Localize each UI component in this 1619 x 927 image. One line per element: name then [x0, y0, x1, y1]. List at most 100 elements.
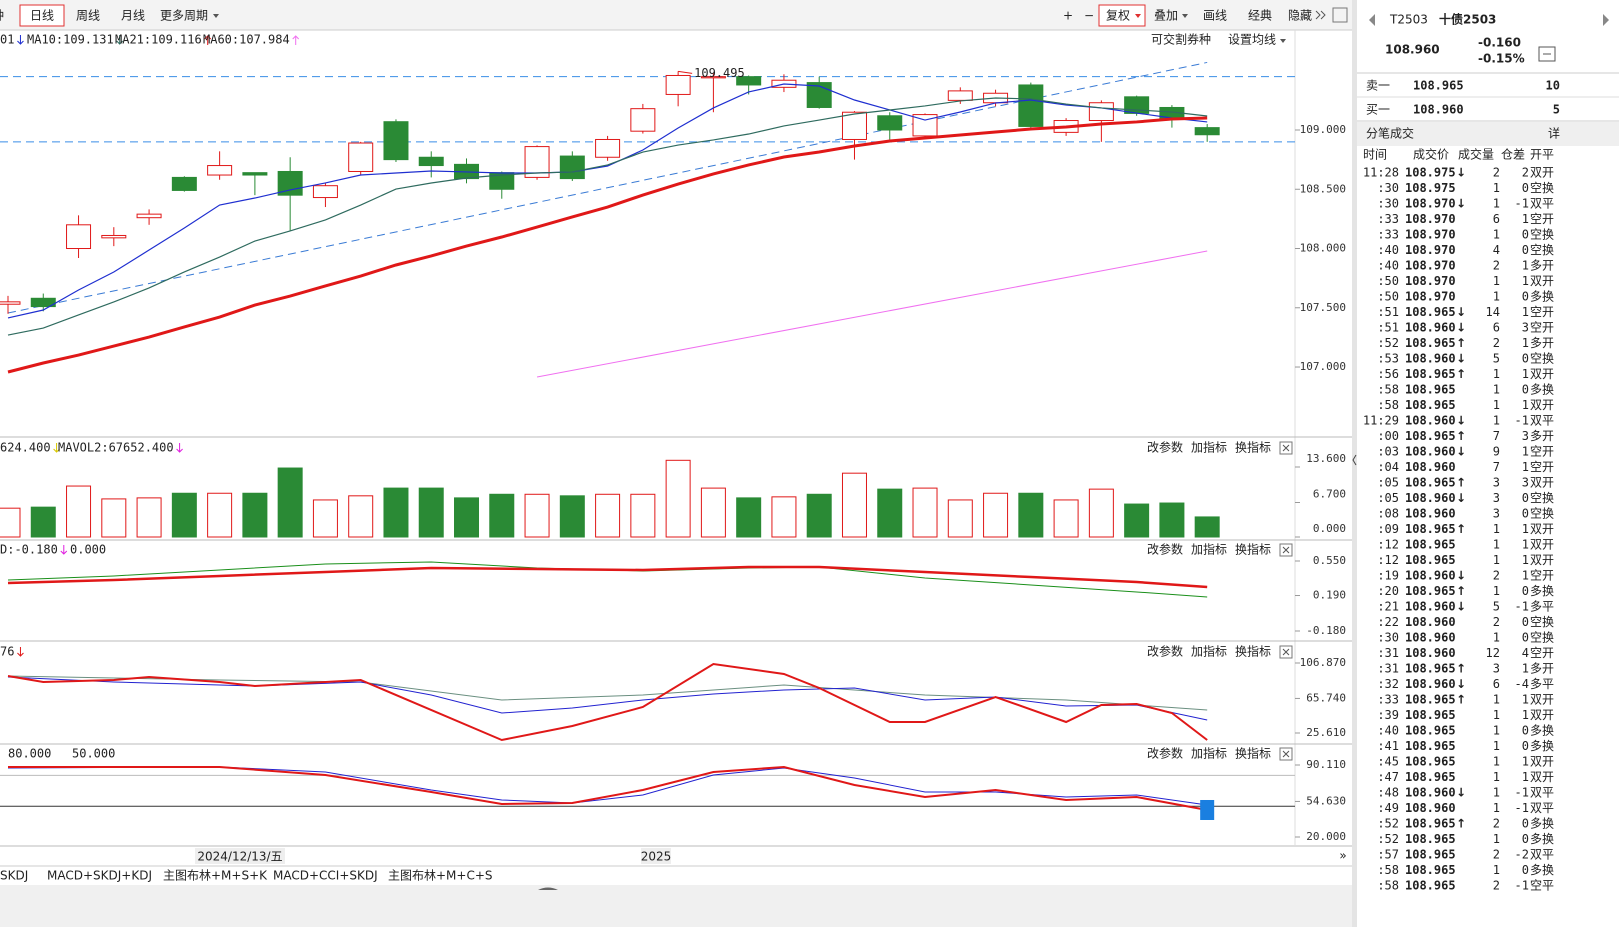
volume-bar [983, 492, 1009, 538]
trade-time: :22 [1377, 615, 1399, 629]
arrow-icon [17, 35, 24, 45]
trade-price: 108.965 [1405, 863, 1456, 877]
trade-volume: 5 [1493, 600, 1500, 614]
divider-handle[interactable] [1352, 454, 1357, 466]
candle-body [595, 138, 621, 158]
candle-body [559, 155, 585, 180]
zoom-in[interactable]: + [1063, 9, 1073, 23]
volume-bar [595, 493, 621, 538]
trade-arrow: ↑ [1456, 429, 1466, 443]
trade-volume: 1 [1493, 786, 1500, 800]
candle-body [383, 121, 409, 161]
trade-oi-diff: 1 [1522, 770, 1529, 784]
panel-control[interactable]: 改参数 [1147, 542, 1183, 557]
trade-price: 108.970 [1405, 243, 1456, 257]
x-axis-label: 2025 [641, 850, 672, 864]
panel-control[interactable]: 改参数 [1147, 440, 1183, 455]
trade-time: :30 [1377, 181, 1399, 195]
book-price: 108.960 [1413, 103, 1464, 117]
period-tab[interactable]: 日线 [30, 9, 54, 23]
period-tab[interactable]: 月线 [121, 9, 145, 23]
trade-time: :32 [1377, 677, 1399, 691]
volume-bar [806, 493, 832, 538]
trade-volume: 1 [1493, 801, 1500, 815]
trade-time: :30 [1377, 631, 1399, 645]
trade-oi-diff: 1 [1522, 538, 1529, 552]
trade-type: 多换 [1530, 817, 1554, 831]
volume-bar [1159, 502, 1185, 538]
arrow-icon [116, 35, 124, 45]
panel-control[interactable]: 换指标 [1235, 746, 1271, 761]
trade-price: 108.960 [1405, 631, 1456, 645]
trade-type: 空换 [1530, 243, 1554, 257]
panel-control[interactable]: 换指标 [1235, 542, 1271, 557]
trade-oi-diff: 0 [1522, 181, 1529, 195]
period-tab[interactable]: 周线 [76, 9, 100, 23]
trade-price: 108.965 [1405, 584, 1456, 598]
next-icon[interactable] [1603, 14, 1609, 26]
trade-arrow: ↓ [1456, 600, 1466, 614]
chart-link[interactable]: 可交割券种 [1151, 32, 1211, 47]
trade-price: 108.965 [1405, 770, 1456, 784]
prev-icon[interactable] [1369, 14, 1375, 26]
volume-bar [877, 488, 903, 538]
panel-control[interactable]: 改参数 [1147, 746, 1183, 761]
trade-time: :31 [1377, 646, 1399, 660]
period-tab[interactable]: 更多周期 [160, 9, 208, 23]
scroll-right[interactable]: » [1339, 849, 1346, 863]
trade-oi-diff: -1 [1515, 879, 1529, 893]
change: -0.160 [1478, 36, 1521, 50]
trade-time: :58 [1377, 863, 1399, 877]
y-tick-label: 0.000 [1313, 522, 1346, 535]
panel-control[interactable]: 加指标 [1191, 440, 1227, 455]
close-icon [1282, 546, 1290, 554]
collapse-icon[interactable] [1538, 46, 1556, 62]
trade-time: :50 [1377, 290, 1399, 304]
panel-control[interactable]: 换指标 [1235, 644, 1271, 659]
indicator-tab[interactable]: MACD+CCI+SKDJ [273, 869, 378, 883]
trade-price: 108.965 [1405, 336, 1456, 350]
chart-link[interactable]: 设置均线 [1228, 33, 1276, 47]
trade-volume: 2 [1493, 615, 1500, 629]
candle-body [0, 301, 21, 305]
trade-time: :51 [1377, 305, 1399, 319]
panel-control[interactable]: 加指标 [1191, 746, 1227, 761]
candle-body [806, 82, 832, 108]
trade-oi-diff: 3 [1522, 321, 1529, 335]
splitter-handle[interactable] [538, 887, 558, 891]
panel-control[interactable]: 加指标 [1191, 542, 1227, 557]
trade-volume: 1 [1493, 181, 1500, 195]
panel-control[interactable]: 加指标 [1191, 644, 1227, 659]
indicator-tab[interactable]: 主图布林+M+S+K [163, 869, 268, 883]
ma60-line [536, 250, 1208, 378]
fullscreen-icon[interactable] [1332, 7, 1348, 23]
section-title: 分笔成交 [1366, 126, 1414, 141]
trade-oi-diff: 1 [1522, 522, 1529, 536]
tool-button[interactable]: 隐藏 [1288, 9, 1312, 23]
indicator-tab[interactable]: 主图布林+M+C+S [388, 869, 493, 883]
indicator-tab[interactable]: SKDJ [0, 869, 28, 883]
trade-time: :52 [1377, 336, 1399, 350]
panel-control[interactable]: 换指标 [1235, 440, 1271, 455]
trade-volume: 1 [1493, 739, 1500, 753]
tool-button[interactable]: 复权 [1106, 9, 1130, 23]
trade-type: 多开 [1530, 336, 1554, 350]
tool-button[interactable]: 经典 [1248, 9, 1272, 23]
panel-control[interactable]: 改参数 [1147, 644, 1183, 659]
detail-button[interactable]: 详 [1548, 126, 1560, 141]
tool-button[interactable]: 叠加 [1154, 9, 1178, 23]
trade-time: :08 [1377, 507, 1399, 521]
trade-oi-diff: -2 [1515, 848, 1529, 862]
trade-arrow: ↓ [1456, 197, 1466, 211]
hide-icon[interactable] [1315, 10, 1326, 20]
trade-type: 空换 [1530, 491, 1554, 505]
indicator-tab[interactable]: MACD+SKDJ+KDJ [47, 869, 152, 883]
trade-volume: 1 [1493, 708, 1500, 722]
trade-volume: 6 [1493, 321, 1500, 335]
trade-time: :41 [1377, 739, 1399, 753]
trade-price: 108.965 [1405, 817, 1456, 831]
tool-button[interactable]: 画线 [1203, 9, 1227, 23]
trade-volume: 1 [1493, 832, 1500, 846]
period-tab[interactable]: 分钟 [0, 8, 4, 23]
zoom-out[interactable]: − [1084, 9, 1094, 23]
